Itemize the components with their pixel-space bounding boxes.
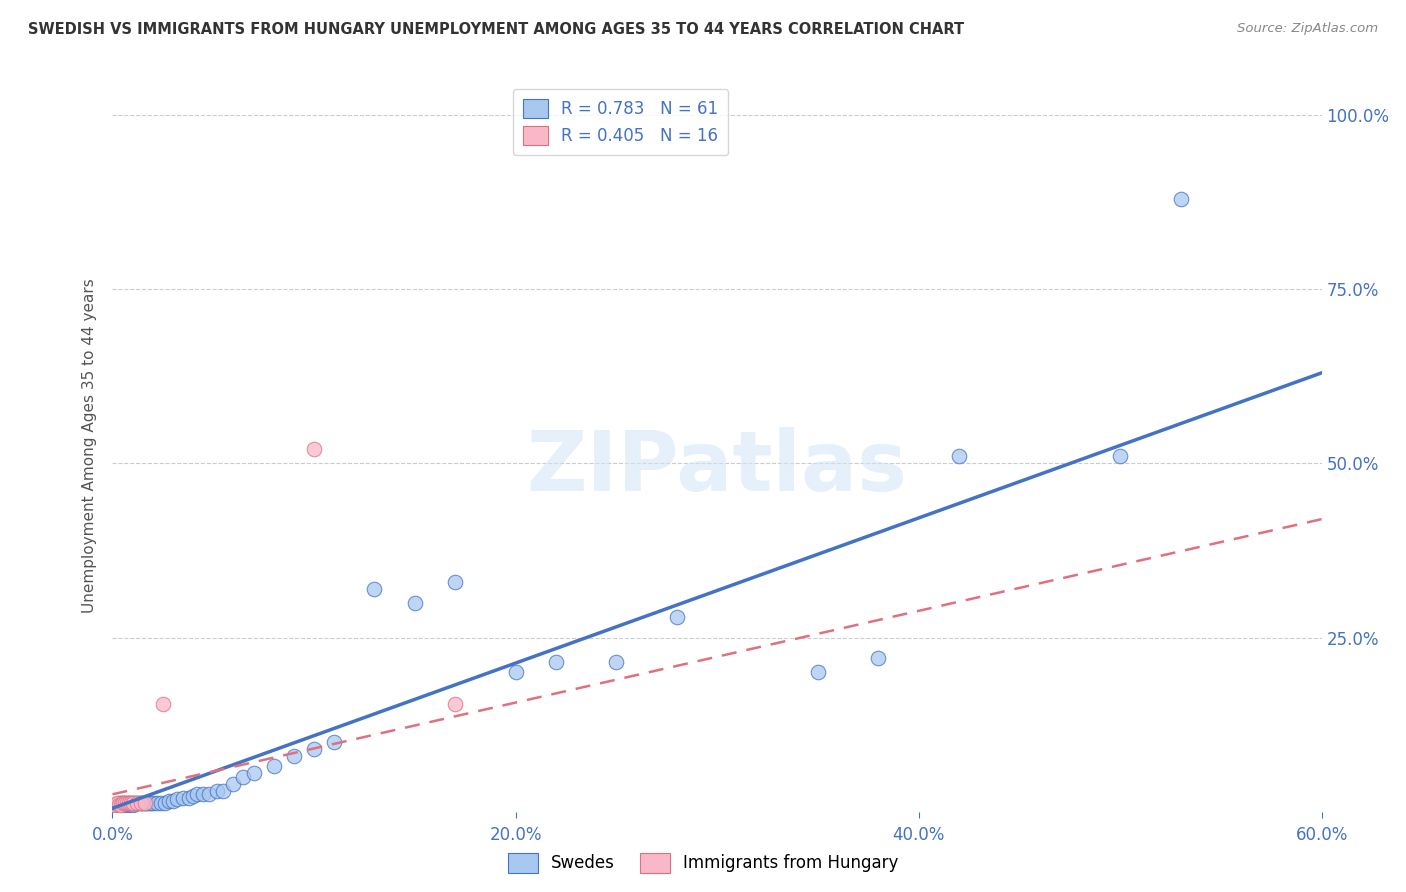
Text: Source: ZipAtlas.com: Source: ZipAtlas.com [1237, 22, 1378, 36]
Point [125, 797, 148, 811]
Point [110, 797, 132, 812]
Point [146, 797, 169, 811]
Point [134, 797, 156, 811]
Point [283, 749, 305, 764]
Point [129, 797, 152, 811]
Point [177, 790, 200, 805]
Point [103, 797, 125, 812]
Point [1170, 192, 1192, 206]
Point [605, 655, 627, 669]
Point [665, 609, 688, 624]
Point [115, 797, 138, 811]
Point [207, 784, 229, 798]
Point [153, 797, 176, 811]
Point [1109, 450, 1132, 464]
Point [111, 797, 134, 811]
Legend: R = 0.783   N = 61, R = 0.405   N = 16: R = 0.783 N = 61, R = 0.405 N = 16 [513, 88, 728, 155]
Point [139, 797, 162, 811]
Point [105, 797, 128, 811]
Point [121, 797, 143, 811]
Point [120, 797, 142, 812]
Point [114, 797, 136, 811]
Point [948, 450, 970, 464]
Point [186, 787, 208, 801]
Legend: Swedes, Immigrants from Hungary: Swedes, Immigrants from Hungary [501, 847, 905, 880]
Point [105, 797, 128, 812]
Point [107, 797, 129, 811]
Point [114, 797, 136, 811]
Point [444, 697, 467, 711]
Point [124, 797, 146, 811]
Y-axis label: Unemployment Among Ages 35 to 44 years: Unemployment Among Ages 35 to 44 years [82, 278, 97, 614]
Point [117, 797, 139, 811]
Point [135, 797, 157, 811]
Point [807, 665, 830, 680]
Point [152, 697, 174, 711]
Point [110, 797, 132, 812]
Point [505, 665, 527, 680]
Point [198, 787, 221, 801]
Point [115, 797, 138, 811]
Point [110, 797, 132, 811]
Point [149, 797, 172, 811]
Point [111, 797, 134, 811]
Point [117, 797, 139, 811]
Point [103, 797, 125, 812]
Point [232, 770, 254, 784]
Point [212, 784, 235, 798]
Point [363, 582, 385, 596]
Point [868, 651, 890, 665]
Point [121, 797, 143, 811]
Point [117, 797, 139, 812]
Point [544, 655, 567, 669]
Point [114, 797, 136, 812]
Point [191, 787, 214, 801]
Point [121, 797, 143, 812]
Point [157, 794, 180, 808]
Point [263, 759, 285, 773]
Point [129, 797, 152, 811]
Point [107, 797, 129, 812]
Point [242, 766, 264, 780]
Point [302, 442, 325, 457]
Point [166, 792, 188, 806]
Point [222, 777, 245, 791]
Point [142, 797, 165, 811]
Point [134, 797, 156, 811]
Point [138, 797, 160, 811]
Point [120, 797, 142, 811]
Point [128, 797, 150, 811]
Point [444, 574, 467, 589]
Point [302, 742, 325, 756]
Point [323, 735, 346, 749]
Point [125, 797, 148, 811]
Point [111, 797, 134, 812]
Point [172, 790, 194, 805]
Text: SWEDISH VS IMMIGRANTS FROM HUNGARY UNEMPLOYMENT AMONG AGES 35 TO 44 YEARS CORREL: SWEDISH VS IMMIGRANTS FROM HUNGARY UNEMP… [28, 22, 965, 37]
Point [107, 797, 129, 812]
Point [404, 596, 426, 610]
Point [132, 797, 155, 811]
Point [120, 797, 142, 811]
Point [115, 797, 138, 812]
Text: ZIPatlas: ZIPatlas [527, 427, 907, 508]
Point [162, 794, 184, 808]
Point [181, 789, 204, 804]
